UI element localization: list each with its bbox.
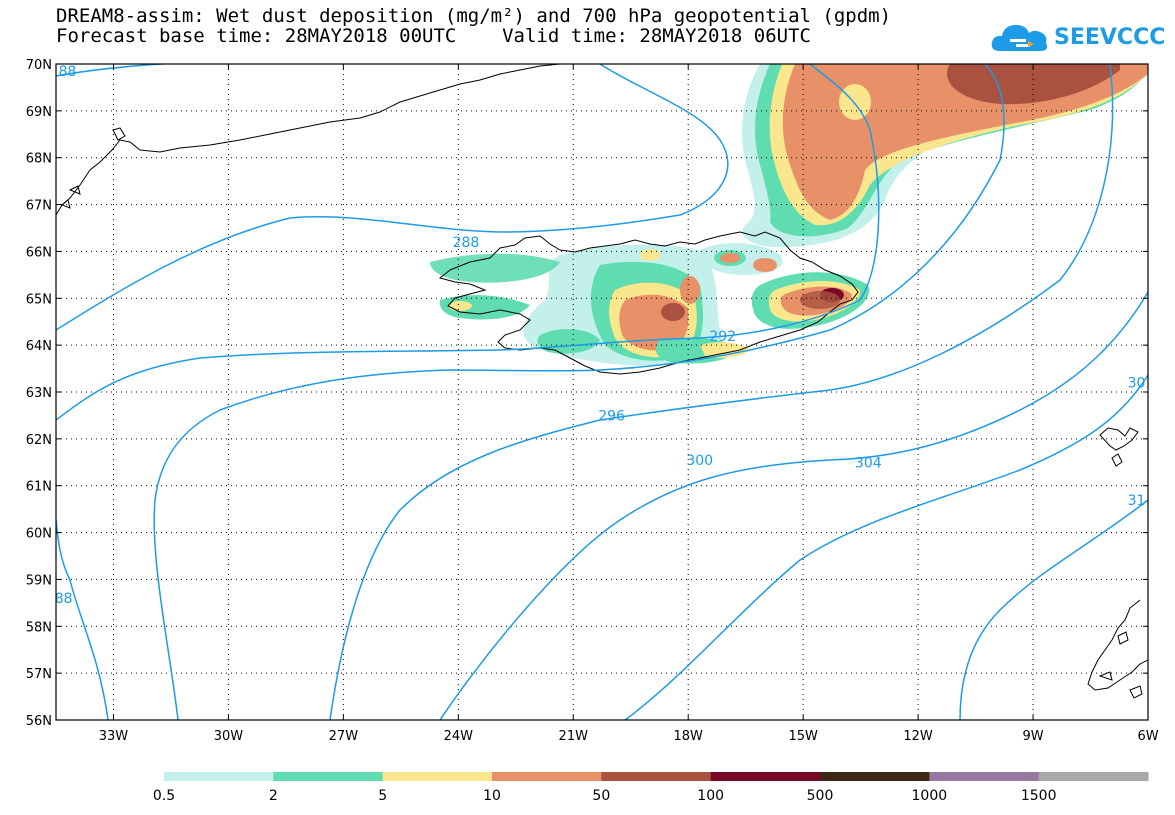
colorbar-label: 50 <box>592 788 610 804</box>
lon-label: 30W <box>214 729 244 744</box>
colorbar-label: 100 <box>697 788 724 804</box>
colorbar-bin <box>273 772 384 781</box>
lon-label: 24W <box>444 729 474 744</box>
colorbar-label: 5 <box>378 788 387 804</box>
contour-292 <box>56 64 880 421</box>
lon-label: 6W <box>1137 729 1158 744</box>
colorbar-label: 1000 <box>912 788 948 804</box>
contour-label: 88 <box>55 591 73 607</box>
longitude-labels: 33W 30W 27W 24W 21W 18W 15W 12W 9W 6W <box>99 729 1159 744</box>
lon-label: 9W <box>1022 729 1043 744</box>
contour-308 <box>624 374 1148 720</box>
contour-300 <box>329 64 1114 720</box>
cloud-logo-icon <box>991 25 1048 51</box>
lon-label: 27W <box>329 729 359 744</box>
lat-label: 58N <box>26 620 52 635</box>
lat-label: 62N <box>26 433 52 448</box>
colorbar-bin <box>164 772 274 781</box>
colorbar-label: 2 <box>269 788 278 804</box>
geopotential-contours <box>56 64 1148 720</box>
coastline-scotland <box>1087 599 1148 691</box>
colorbar-bin <box>929 772 1040 781</box>
contour-label: 30 <box>1128 376 1146 392</box>
lat-label: 64N <box>26 339 52 354</box>
lon-label: 21W <box>559 729 589 744</box>
contour-label: 292 <box>709 329 736 345</box>
lon-label: 18W <box>674 729 704 744</box>
coastlines <box>56 64 1148 699</box>
lat-label: 70N <box>26 58 52 73</box>
colorbar <box>164 772 1149 781</box>
colorbar-label: 1500 <box>1021 788 1057 804</box>
lat-label: 65N <box>26 292 52 307</box>
contour-label: 288 <box>453 235 480 251</box>
colorbar-bin <box>601 772 712 781</box>
colorbar-bin <box>382 772 493 781</box>
contour-304 <box>439 291 1148 720</box>
contour-296 <box>56 64 1005 720</box>
colorbar-bin <box>1038 772 1149 781</box>
plot-area: 288 292 296 300 304 88 88 30 31 <box>55 64 1148 720</box>
lon-label: 15W <box>788 729 818 744</box>
axis-ticks <box>56 63 1149 721</box>
contour-labels: 288 292 296 300 304 88 88 30 31 <box>55 64 1146 607</box>
contour-label: 88 <box>59 64 77 80</box>
logo-text: SEEVCCC <box>1054 25 1166 50</box>
colorbar-bin <box>492 772 602 781</box>
contour-label: 300 <box>686 453 713 469</box>
contour-label: 296 <box>598 408 625 424</box>
lat-label: 68N <box>26 152 52 167</box>
colorbar-labels: 0.5 2 5 10 50 100 500 1000 1500 <box>153 788 1057 804</box>
coastline-iceland <box>438 231 859 375</box>
coastline-faroe <box>1099 427 1139 467</box>
coastline-greenland <box>56 64 561 216</box>
lon-label: 12W <box>903 729 933 744</box>
contour-label: 31 <box>1128 493 1146 509</box>
contour-label: 304 <box>855 455 882 471</box>
colorbar-label: 10 <box>483 788 501 804</box>
lat-label: 57N <box>26 667 52 682</box>
dust-plume-northeast <box>741 64 1148 248</box>
lat-label: 59N <box>26 573 52 588</box>
map-title-line-1: DREAM8-assim: Wet dust deposition (mg/m²… <box>56 5 892 27</box>
lon-label: 33W <box>99 729 129 744</box>
lat-label: 67N <box>26 199 52 214</box>
contour-312 <box>959 499 1148 720</box>
lat-lon-grid <box>56 64 1148 720</box>
colorbar-bin <box>710 772 821 781</box>
colorbar-bin <box>820 772 930 781</box>
map-title-line-2: Forecast base time: 28MAY2018 00UTC Vali… <box>56 25 811 47</box>
lat-label: 69N <box>26 105 52 120</box>
seevccc-logo: SEEVCCC <box>990 17 1165 57</box>
lat-label: 61N <box>26 480 52 495</box>
lat-label: 56N <box>26 714 52 729</box>
lat-label: 66N <box>26 245 52 260</box>
colorbar-label: 0.5 <box>153 788 175 804</box>
lat-label: 60N <box>26 527 52 542</box>
lat-label: 63N <box>26 386 52 401</box>
latitude-labels: 70N 69N 68N 67N 66N 65N 64N 63N 62N 61N 60N 59N 58N 5… <box>26 58 52 729</box>
contour-288 <box>56 64 729 331</box>
colorbar-label: 500 <box>807 788 834 804</box>
contour-288-north <box>56 64 174 77</box>
